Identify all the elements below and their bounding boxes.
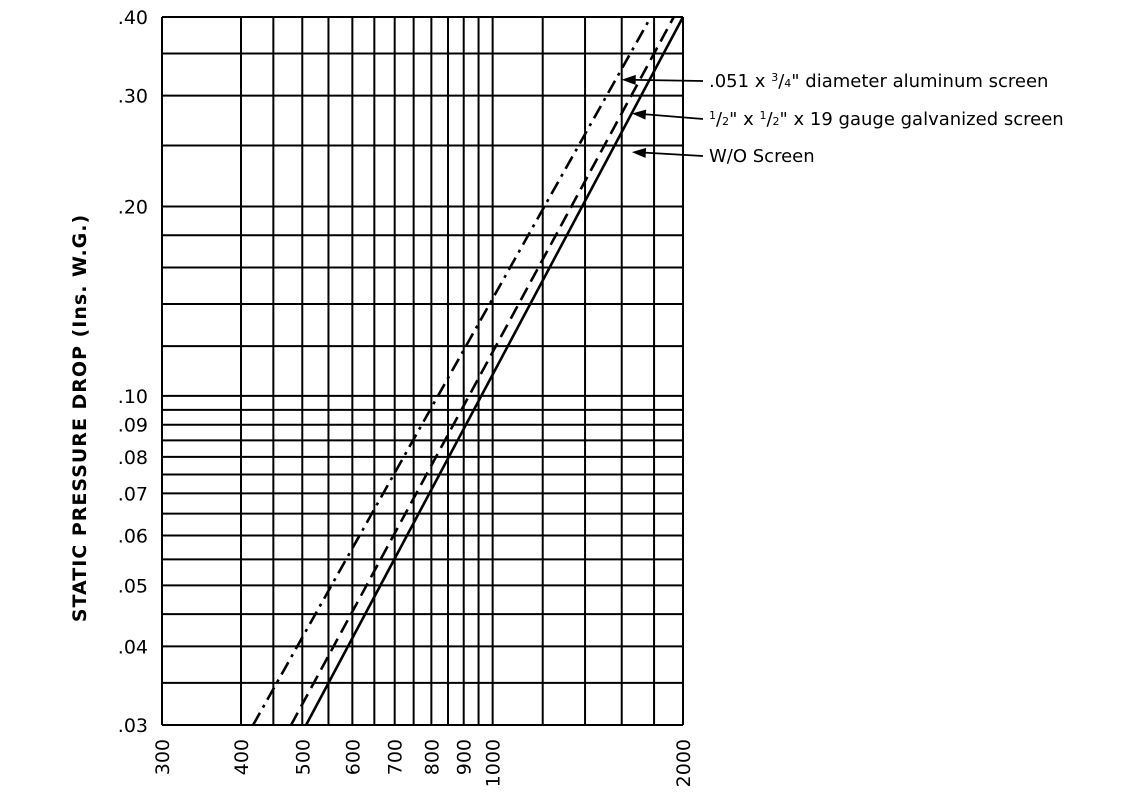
series-line-3 <box>304 16 685 726</box>
y-tick-label: .40 <box>118 7 148 29</box>
y-axis-label: STATIC PRESSURE DROP (Ins. W.G.) <box>69 214 91 622</box>
y-tick-label: .10 <box>118 386 148 408</box>
annotation-leader <box>625 78 704 82</box>
y-tick-label: .08 <box>118 447 148 469</box>
y-tick-label: .04 <box>118 636 148 658</box>
annotation-label: W/O Screen <box>709 146 815 167</box>
arrowhead-icon <box>621 74 636 85</box>
annotation-leader <box>635 151 704 157</box>
x-tick-label: 2000 <box>673 739 695 787</box>
annotation-label: .051 x 3/4" diameter aluminum screen <box>709 71 1048 92</box>
x-tick-label: 600 <box>342 739 364 775</box>
series-line-1 <box>251 16 652 726</box>
annotation-leader <box>635 112 704 120</box>
arrowhead-icon <box>631 109 647 120</box>
y-tick-label: .09 <box>118 415 148 437</box>
arrowhead-icon <box>631 147 647 158</box>
y-tick-label: .07 <box>118 483 148 505</box>
x-tick-label: 400 <box>231 739 253 775</box>
series-line-2 <box>289 16 675 726</box>
chart-series <box>251 16 685 726</box>
y-tick-label: .30 <box>118 86 148 108</box>
annotation-label: 1/2" x 1/2" x 19 gauge galvanized screen <box>709 109 1064 130</box>
x-tick-label: 700 <box>385 739 407 775</box>
series-annotations: .051 x 3/4" diameter aluminum screen 1/2"… <box>621 71 1064 167</box>
y-axis-ticks: .03 .04 .05 .06 .07 .08 .09 .10 .20 .30 .40 <box>118 7 148 737</box>
x-tick-label: 1000 <box>483 739 505 787</box>
chart-grid <box>161 16 684 726</box>
x-tick-label: 900 <box>454 739 476 775</box>
x-tick-label: 500 <box>292 739 314 775</box>
x-tick-label: 800 <box>421 739 443 775</box>
y-tick-label: .03 <box>118 715 148 737</box>
x-tick-label: 300 <box>152 739 174 775</box>
y-tick-label: .06 <box>118 526 148 548</box>
y-tick-label: .20 <box>118 196 148 218</box>
y-tick-label: .05 <box>118 575 148 597</box>
x-axis-ticks: 300 400 500 600 700 800 900 1000 2000 <box>152 739 695 787</box>
